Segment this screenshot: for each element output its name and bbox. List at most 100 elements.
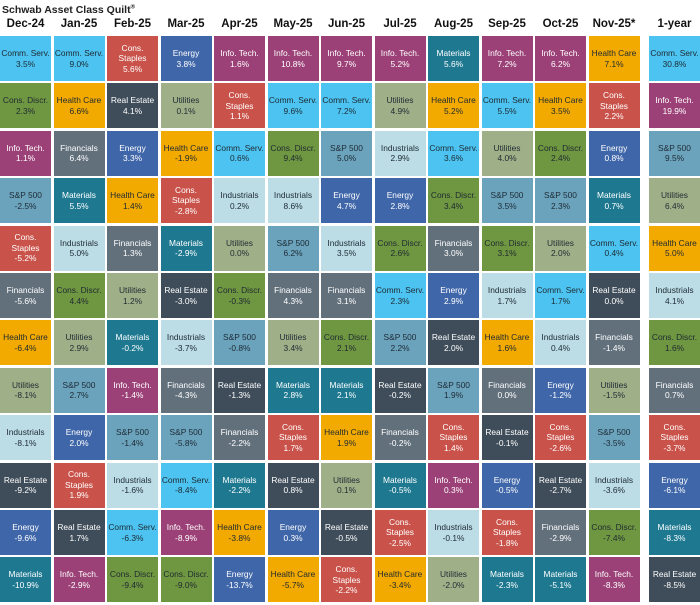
quilt-cell: Materials -10.9% bbox=[0, 557, 51, 603]
return-value: 1.9% bbox=[443, 390, 464, 401]
quilt-cell: Info. Tech. 9.7% bbox=[321, 36, 372, 81]
column-header: Mar-25 bbox=[167, 18, 205, 30]
sector-label: Real Estate bbox=[592, 285, 636, 295]
sector-label: Energy bbox=[493, 474, 521, 485]
sector-label: Cons. Discr. bbox=[537, 142, 584, 153]
return-value: 2.2% bbox=[390, 342, 410, 353]
column-header: Sep-25 bbox=[488, 18, 526, 30]
sector-label: Health Care bbox=[538, 95, 583, 106]
quilt-cell: Industrials 2.9% bbox=[374, 130, 426, 176]
return-value: 2.7% bbox=[69, 390, 89, 401]
sector-label: Cons. Staples bbox=[118, 42, 147, 64]
quilt-cell: Energy 2.9% bbox=[428, 273, 479, 318]
quilt-cell: Info. Tech. 6.2% bbox=[535, 36, 586, 81]
return-value: 1.9% bbox=[336, 437, 357, 448]
quilt-cell: Financials -5.6% bbox=[0, 273, 51, 318]
return-value: 0.2% bbox=[229, 200, 250, 211]
sector-label: Real Estate bbox=[110, 95, 155, 106]
return-value: 4.9% bbox=[390, 105, 410, 116]
quilt-cell: Comm. Serv. 7.2% bbox=[321, 83, 372, 129]
quilt-cell: Utilities 2.9% bbox=[53, 320, 105, 366]
sector-label: S&P 500 bbox=[597, 427, 631, 438]
sector-label: Cons. Discr. bbox=[163, 569, 209, 580]
sector-label: Industrials bbox=[541, 332, 580, 343]
return-value: -9.2% bbox=[14, 485, 37, 496]
quilt-cell: Info. Tech. -1.4% bbox=[107, 367, 158, 413]
quilt-cell: Comm. Serv. -8.4% bbox=[160, 462, 212, 508]
quilt-cell: Cons. Discr. 3.1% bbox=[481, 225, 533, 271]
sector-label: Financials bbox=[113, 237, 152, 248]
sector-label: Comm. Serv. bbox=[161, 474, 211, 485]
return-value: 19.9% bbox=[662, 105, 687, 116]
sector-label: Info. Tech. bbox=[273, 48, 313, 58]
sector-label: Real Estate bbox=[538, 474, 583, 485]
sector-label: Real Estate bbox=[324, 522, 369, 532]
return-value: 0.8% bbox=[283, 485, 303, 496]
quilt-cell: Health Care -6.4% bbox=[0, 320, 51, 366]
sector-label: Real Estate bbox=[57, 522, 101, 532]
quilt-cell: Energy -6.1% bbox=[649, 462, 700, 508]
return-value: -5.8% bbox=[175, 437, 197, 448]
sector-label: Real Estate bbox=[431, 332, 476, 343]
quilt-cell: Comm. Serv. 3.6% bbox=[428, 130, 479, 176]
return-value: 2.3% bbox=[390, 295, 410, 306]
quilt-cell: Comm. Serv. 0.4% bbox=[588, 225, 640, 271]
column-header: May-25 bbox=[273, 18, 313, 30]
sector-label: Energy bbox=[279, 522, 307, 532]
sector-label: Financials bbox=[167, 379, 205, 390]
sector-label: Info. Tech. bbox=[166, 522, 206, 532]
quilt-cell: Cons. Discr. 2.1% bbox=[321, 320, 372, 366]
sector-label: Materials bbox=[490, 569, 524, 580]
sector-label: Energy bbox=[600, 142, 628, 153]
return-value: 7.1% bbox=[604, 58, 624, 69]
return-value: 2.1% bbox=[336, 390, 357, 401]
return-value: 1.9% bbox=[69, 490, 89, 501]
quilt-cell: Info. Tech. -2.9% bbox=[53, 557, 105, 603]
sector-label: Financials bbox=[488, 379, 526, 390]
column-header: Oct-25 bbox=[542, 18, 579, 30]
return-value: 1.7% bbox=[550, 295, 571, 306]
quilt-cell: Energy -0.5% bbox=[481, 462, 533, 508]
sector-label: Info. Tech. bbox=[6, 142, 45, 153]
sector-label: Materials bbox=[8, 569, 43, 580]
quilt-cell: Comm. Serv. 9.6% bbox=[267, 83, 319, 129]
sector-label: Info. Tech. bbox=[487, 48, 527, 58]
return-value: 2.0% bbox=[69, 437, 89, 448]
return-value: 1.7% bbox=[283, 442, 303, 453]
sector-label: Financials bbox=[327, 285, 366, 295]
sector-label: Cons. Discr. bbox=[2, 95, 49, 106]
return-value: 6.2% bbox=[283, 248, 303, 259]
quilt-cell: S&P 500 -1.4% bbox=[107, 415, 158, 461]
quilt-cell: Energy 0.8% bbox=[588, 130, 640, 176]
quilt-cell: Real Estate 4.1% bbox=[107, 83, 158, 129]
return-value: 2.1% bbox=[336, 342, 357, 353]
sector-label: Cons. Staples bbox=[493, 516, 521, 538]
quilt-cell: Cons. Staples -2.8% bbox=[160, 178, 212, 224]
quilt-cell: Materials -2.3% bbox=[481, 557, 533, 603]
quilt-cell: Materials -0.2% bbox=[107, 320, 158, 366]
return-value: 3.0% bbox=[443, 248, 464, 259]
sector-label: Info. Tech. bbox=[59, 569, 99, 580]
quilt-cell: Comm. Serv. 2.3% bbox=[374, 273, 426, 318]
return-value: 3.5% bbox=[550, 105, 571, 116]
sector-label: Financials bbox=[220, 427, 259, 438]
sector-label: Health Care bbox=[270, 569, 316, 580]
quilt-cell: Cons. Discr. -7.4% bbox=[588, 510, 640, 555]
return-value: 3.1% bbox=[336, 295, 357, 306]
return-value: -1.4% bbox=[603, 342, 625, 353]
sector-label: Energy bbox=[226, 569, 253, 580]
return-value: 3.4% bbox=[283, 342, 303, 353]
sector-label: Cons. Staples bbox=[386, 516, 414, 538]
sector-label: Comm. Serv. bbox=[322, 95, 371, 106]
sector-label: Cons. Discr. bbox=[216, 285, 263, 295]
return-value: -3.6% bbox=[603, 485, 625, 496]
sector-label: Materials bbox=[62, 190, 96, 201]
sector-label: Comm. Serv. bbox=[429, 142, 478, 153]
sector-label: Comm. Serv. bbox=[536, 285, 585, 295]
return-value: 0.4% bbox=[550, 342, 571, 353]
return-value: 1.6% bbox=[229, 58, 250, 69]
quilt-cell: S&P 500 3.5% bbox=[481, 178, 533, 224]
return-value: 6.6% bbox=[69, 105, 89, 116]
sector-label: Energy bbox=[65, 427, 93, 438]
quilt-cell: S&P 500 5.0% bbox=[321, 130, 372, 176]
